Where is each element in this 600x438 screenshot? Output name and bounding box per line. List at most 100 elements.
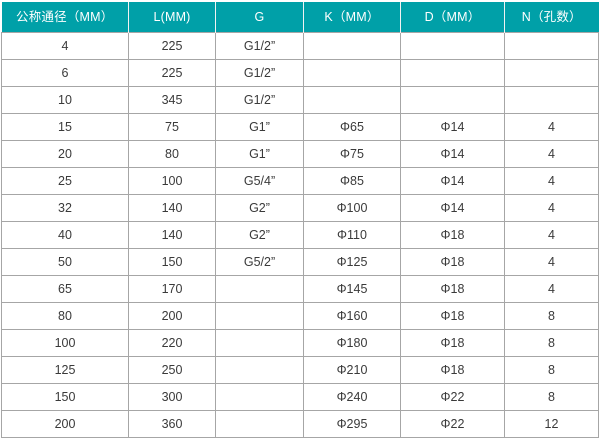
cell-n: 4 — [504, 248, 599, 276]
column-header-d: D（MM） — [400, 2, 505, 33]
cell-dn: 150 — [1, 383, 129, 411]
cell-l: 100 — [128, 167, 216, 195]
cell-n: 4 — [504, 167, 599, 195]
cell-k: Φ75 — [303, 140, 401, 168]
cell-k: Φ65 — [303, 113, 401, 141]
cell-d: Φ14 — [400, 167, 505, 195]
table-row: 6 225 G1/2” — [1, 59, 599, 87]
cell-k: Φ145 — [303, 275, 401, 303]
table-row: 125 250 Φ210 Φ18 8 — [1, 356, 599, 384]
cell-n: 8 — [504, 383, 599, 411]
table-row: 15 75 G1” Φ65 Φ14 4 — [1, 113, 599, 141]
cell-d: Φ18 — [400, 248, 505, 276]
cell-d: Φ14 — [400, 194, 505, 222]
table-row: 65 170 Φ145 Φ18 4 — [1, 275, 599, 303]
cell-dn: 50 — [1, 248, 129, 276]
cell-n: 8 — [504, 356, 599, 384]
table-row: 50 150 G5/2” Φ125 Φ18 4 — [1, 248, 599, 276]
cell-dn: 15 — [1, 113, 129, 141]
cell-d: Φ18 — [400, 275, 505, 303]
cell-n — [504, 59, 599, 87]
cell-d — [400, 32, 505, 60]
cell-g — [215, 410, 304, 438]
cell-dn: 25 — [1, 167, 129, 195]
cell-k: Φ180 — [303, 329, 401, 357]
cell-dn: 6 — [1, 59, 129, 87]
cell-l: 150 — [128, 248, 216, 276]
cell-g — [215, 329, 304, 357]
cell-g: G2” — [215, 221, 304, 249]
cell-k — [303, 59, 401, 87]
cell-g: G5/4” — [215, 167, 304, 195]
cell-g: G1/2” — [215, 32, 304, 60]
cell-k: Φ295 — [303, 410, 401, 438]
cell-dn: 65 — [1, 275, 129, 303]
cell-k: Φ210 — [303, 356, 401, 384]
cell-dn: 32 — [1, 194, 129, 222]
cell-l: 140 — [128, 221, 216, 249]
cell-k: Φ110 — [303, 221, 401, 249]
cell-l: 75 — [128, 113, 216, 141]
table-row: 150 300 Φ240 Φ22 8 — [1, 383, 599, 411]
table-body: 4 225 G1/2” 6 225 G1/2” 10 345 G1/2” 15 75 G1” Φ65 Φ1… — [1, 32, 599, 438]
cell-l: 80 — [128, 140, 216, 168]
cell-k: Φ240 — [303, 383, 401, 411]
cell-l: 360 — [128, 410, 216, 438]
column-header-dn: 公称通径（MM） — [1, 2, 129, 33]
cell-g — [215, 275, 304, 303]
cell-dn: 100 — [1, 329, 129, 357]
header-row: 公称通径（MM） L(MM) G K（MM） D（MM） N（孔数） — [1, 2, 599, 33]
table-header: 公称通径（MM） L(MM) G K（MM） D（MM） N（孔数） — [1, 2, 599, 33]
table-row: 10 345 G1/2” — [1, 86, 599, 114]
cell-n: 4 — [504, 221, 599, 249]
cell-k — [303, 32, 401, 60]
cell-n — [504, 32, 599, 60]
cell-l: 300 — [128, 383, 216, 411]
column-header-n: N（孔数） — [504, 2, 599, 33]
cell-k: Φ125 — [303, 248, 401, 276]
column-header-k: K（MM） — [303, 2, 401, 33]
cell-g: G1/2” — [215, 86, 304, 114]
cell-l: 225 — [128, 59, 216, 87]
cell-n: 4 — [504, 194, 599, 222]
cell-d: Φ18 — [400, 302, 505, 330]
cell-dn: 4 — [1, 32, 129, 60]
cell-k — [303, 86, 401, 114]
cell-n: 4 — [504, 140, 599, 168]
cell-g: G2” — [215, 194, 304, 222]
cell-g — [215, 356, 304, 384]
cell-k: Φ85 — [303, 167, 401, 195]
table-row: 32 140 G2” Φ100 Φ14 4 — [1, 194, 599, 222]
cell-l: 250 — [128, 356, 216, 384]
cell-dn: 80 — [1, 302, 129, 330]
cell-g: G1” — [215, 140, 304, 168]
column-header-l: L(MM) — [128, 2, 216, 33]
cell-dn: 125 — [1, 356, 129, 384]
cell-k: Φ100 — [303, 194, 401, 222]
cell-l: 170 — [128, 275, 216, 303]
cell-n: 8 — [504, 329, 599, 357]
cell-dn: 200 — [1, 410, 129, 438]
cell-d: Φ18 — [400, 329, 505, 357]
cell-d: Φ22 — [400, 383, 505, 411]
table-row: 100 220 Φ180 Φ18 8 — [1, 329, 599, 357]
cell-g: G1” — [215, 113, 304, 141]
cell-d: Φ18 — [400, 356, 505, 384]
cell-dn: 10 — [1, 86, 129, 114]
table-row: 200 360 Φ295 Φ22 12 — [1, 410, 599, 438]
cell-n: 4 — [504, 113, 599, 141]
cell-g: G1/2” — [215, 59, 304, 87]
cell-g — [215, 302, 304, 330]
cell-l: 200 — [128, 302, 216, 330]
table-row: 20 80 G1” Φ75 Φ14 4 — [1, 140, 599, 168]
cell-n: 12 — [504, 410, 599, 438]
table-row: 80 200 Φ160 Φ18 8 — [1, 302, 599, 330]
table-row: 25 100 G5/4” Φ85 Φ14 4 — [1, 167, 599, 195]
table-row: 4 225 G1/2” — [1, 32, 599, 60]
cell-d: Φ14 — [400, 140, 505, 168]
cell-l: 345 — [128, 86, 216, 114]
cell-d: Φ14 — [400, 113, 505, 141]
cell-dn: 20 — [1, 140, 129, 168]
